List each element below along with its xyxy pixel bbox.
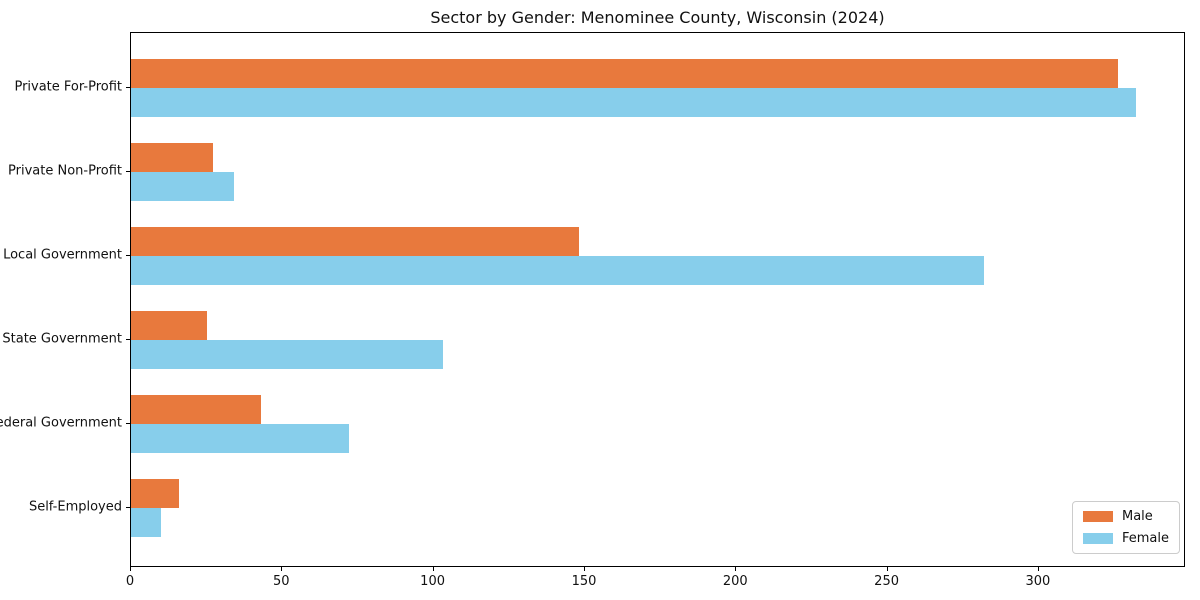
x-tick-label-100: 100	[420, 574, 446, 589]
x-tick-label-150: 150	[571, 574, 597, 589]
x-tick-300	[1037, 567, 1039, 571]
x-tick-250	[886, 567, 888, 571]
x-tick-200	[735, 567, 737, 571]
x-tick-label-50: 50	[273, 574, 290, 589]
legend-label-female: Female	[1121, 531, 1169, 546]
x-tick-label-250: 250	[874, 574, 900, 589]
bar-female-local-government	[131, 256, 985, 285]
legend: Male Female	[1071, 501, 1180, 554]
bar-male-local-government	[131, 227, 579, 256]
legend-swatch-male	[1082, 511, 1113, 522]
y-label-private-non-profit: Private Non-Profit	[8, 163, 122, 179]
legend-item-male: Male	[1082, 509, 1169, 524]
x-tick-label-300: 300	[1025, 574, 1051, 589]
bar-female-state-government	[131, 340, 443, 369]
legend-item-female: Female	[1082, 531, 1169, 546]
legend-swatch-female	[1082, 533, 1113, 544]
y-tick-federal-government	[126, 423, 130, 424]
x-tick-100	[432, 567, 434, 571]
y-label-private-for-profit: Private For-Profit	[14, 79, 122, 95]
y-label-self-employed: Self-Employed	[28, 499, 122, 515]
y-label-local-government: Local Government	[3, 247, 122, 263]
y-tick-self-employed	[126, 507, 130, 508]
x-tick-label-0: 0	[125, 574, 135, 589]
legend-label-male: Male	[1121, 509, 1153, 524]
x-tick-label-200: 200	[722, 574, 748, 589]
y-tick-local-government	[126, 255, 130, 256]
bar-male-private-for-profit	[131, 59, 1118, 88]
y-tick-private-non-profit	[126, 171, 130, 172]
bar-male-private-non-profit	[131, 143, 213, 172]
y-label-federal-government: Federal Government	[0, 415, 122, 431]
bar-female-private-for-profit	[131, 88, 1136, 117]
y-label-state-government: State Government	[2, 331, 122, 347]
plot-area: Male Female	[130, 32, 1185, 567]
bar-female-federal-government	[131, 424, 349, 453]
bar-female-self-employed	[131, 508, 162, 537]
x-tick-150	[584, 567, 585, 571]
x-tick-50	[281, 567, 283, 571]
bar-female-private-non-profit	[131, 172, 234, 201]
y-tick-state-government	[126, 339, 130, 340]
x-tick-0	[130, 567, 131, 571]
bar-male-federal-government	[131, 395, 262, 424]
bar-male-state-government	[131, 311, 207, 340]
bar-male-self-employed	[131, 479, 180, 508]
y-tick-private-for-profit	[126, 87, 130, 88]
chart-title: Sector by Gender: Menominee County, Wisc…	[430, 8, 885, 27]
